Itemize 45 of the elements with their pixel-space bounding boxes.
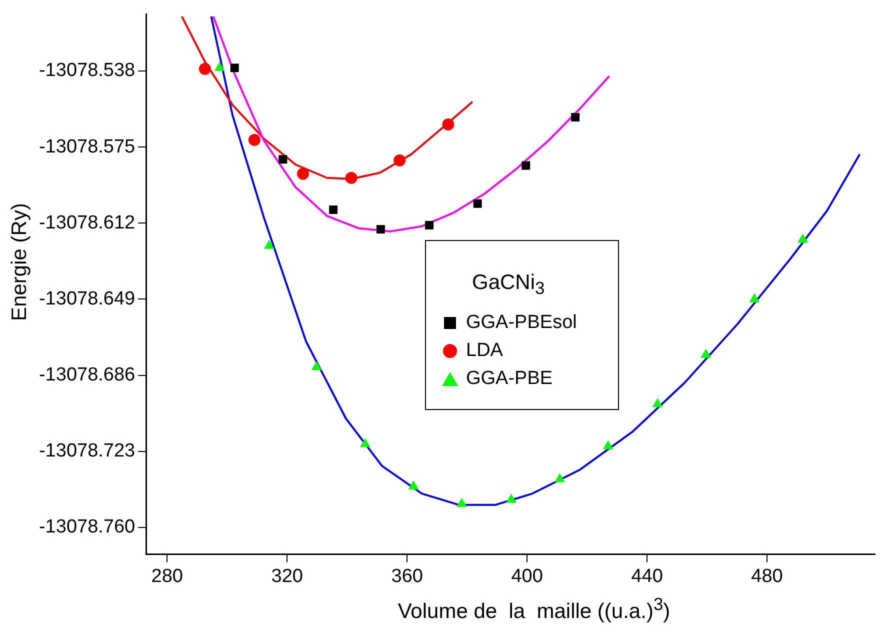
- point: [522, 161, 530, 170]
- x-tick-label: 320: [271, 566, 303, 587]
- point: [425, 220, 434, 230]
- point: [360, 438, 370, 448]
- point: [442, 118, 454, 130]
- point: [602, 440, 614, 450]
- y-tick-label: -13078.723: [38, 440, 136, 462]
- point: [571, 112, 580, 122]
- point: [297, 168, 310, 180]
- x-tick-label: 400: [511, 566, 543, 587]
- x-tick-label: 440: [631, 566, 663, 587]
- y-tick-label: -13078.649: [38, 288, 136, 310]
- x-tick-label: 280: [151, 566, 183, 587]
- point: [278, 155, 288, 164]
- legend-title: GaCNi$_{3}$: [472, 271, 546, 300]
- legend-label: LDA: [466, 340, 503, 362]
- point: [345, 172, 358, 184]
- y-tick-label: -13078.686: [38, 364, 136, 386]
- point: [473, 199, 482, 208]
- y-axis-title: Energie (Ry): [8, 202, 32, 323]
- point: [506, 494, 516, 503]
- point: [394, 154, 406, 166]
- point: [198, 62, 211, 75]
- x-tick-label: 480: [751, 566, 783, 587]
- y-tick-label: -13078.538: [38, 60, 136, 82]
- point: [456, 498, 467, 507]
- point: [311, 361, 322, 370]
- point: [554, 473, 565, 482]
- point: [264, 240, 274, 249]
- point: [798, 234, 808, 243]
- point: [700, 348, 712, 358]
- point: [329, 206, 338, 214]
- point: [230, 64, 239, 72]
- legend-label: GGA-PBE: [466, 368, 553, 390]
- point: [652, 398, 663, 408]
- x-axis-title: Volume de la maille ((u.a.)$^{3}$): [396, 594, 672, 624]
- y-tick-label: -13078.760: [38, 516, 136, 538]
- point: [749, 293, 760, 302]
- point: [408, 480, 419, 490]
- x-tick-label: 360: [391, 566, 423, 587]
- legend-label: GGA-PBEsol: [466, 312, 577, 334]
- y-tick-label: -13078.575: [38, 136, 136, 158]
- point: [376, 225, 385, 234]
- point: [248, 134, 260, 146]
- y-tick-label: -13078.612: [38, 212, 136, 234]
